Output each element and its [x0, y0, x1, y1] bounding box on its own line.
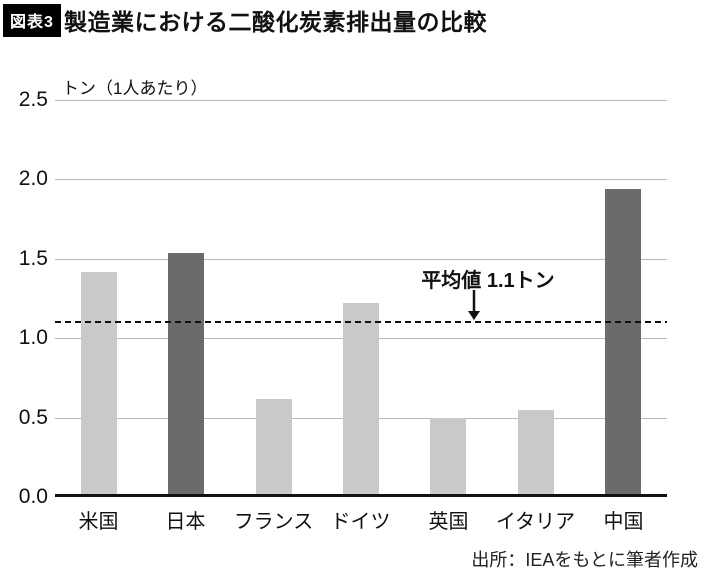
figure-number-badge: 図表3	[3, 4, 61, 37]
plot-area: 平均値 1.1トン 米国 日本 フランス ドイツ 英国 イタリア 中国	[55, 100, 667, 533]
bar-英国	[430, 418, 466, 494]
y-axis-tick-label: 0.0	[18, 485, 48, 508]
category-label-米国: 米国	[78, 511, 119, 533]
chart-title: 製造業における二酸化炭素排出量の比較	[64, 9, 487, 35]
average-line-label: 平均値 1.1トン	[421, 270, 555, 292]
average-dashed-line	[55, 321, 667, 323]
category-label-英国: 英国	[428, 511, 469, 533]
category-label-日本: 日本	[165, 511, 206, 533]
y-axis-tick-label: 1.0	[18, 326, 48, 349]
category-label-ドイツ: ドイツ	[330, 511, 391, 533]
y-axis-tick-label: 2.0	[18, 167, 48, 190]
source-note: 出所：IEAをもとに筆者作成	[471, 550, 698, 570]
bar-フランス	[256, 399, 292, 494]
y-axis-tick-label: 1.5	[18, 247, 48, 270]
bar-日本	[168, 253, 204, 494]
y-axis-tick-label: 0.5	[18, 406, 48, 429]
gridline	[55, 259, 667, 260]
category-label-フランス: フランス	[233, 511, 314, 533]
category-label-中国: 中国	[603, 511, 644, 533]
y-axis-tick-labels: 2.5 2.0 1.5 1.0 0.5 0.0	[0, 88, 48, 508]
gridline	[55, 100, 667, 101]
gridline	[55, 179, 667, 180]
bar-ドイツ	[343, 303, 379, 494]
bar-中国	[605, 189, 641, 494]
y-axis-tick-label: 2.5	[18, 88, 48, 111]
bar-米国	[81, 272, 117, 494]
bar-イタリア	[518, 410, 554, 494]
y-axis-unit-label: トン（1人あたり）	[62, 79, 208, 98]
arrow-down-icon	[468, 290, 480, 320]
category-label-イタリア: イタリア	[495, 511, 576, 533]
